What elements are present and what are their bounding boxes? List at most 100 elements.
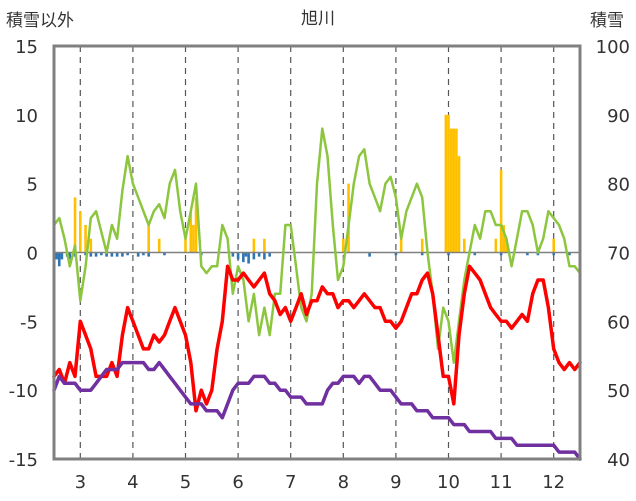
orange-bar	[184, 238, 187, 253]
orange-bar	[89, 238, 93, 253]
blue-bar	[231, 252, 235, 257]
right-axis-label: 積雪	[590, 11, 624, 31]
orange-bar	[263, 238, 266, 253]
orange-bar	[462, 238, 466, 253]
blue-bar	[105, 252, 108, 257]
series-lines	[52, 127, 582, 461]
blue-bar	[100, 252, 103, 256]
orange-bar	[420, 238, 424, 253]
x-tick-label: 4	[127, 472, 138, 493]
blue-bar	[536, 252, 540, 256]
left-tick-label: 0	[27, 244, 38, 265]
green-line	[52, 127, 582, 364]
x-tick-label: 3	[75, 472, 86, 493]
blue-bar	[84, 252, 87, 256]
blue-bar	[247, 252, 250, 264]
blue-bar	[242, 252, 245, 263]
blue-bar	[499, 252, 503, 256]
right-tick-label: 70	[607, 244, 630, 265]
blue-bar	[257, 252, 261, 257]
right-tick-label: 100	[596, 37, 630, 58]
blue-bar	[68, 252, 72, 260]
left-tick-label: 15	[15, 37, 38, 58]
orange-bar	[455, 128, 458, 253]
orange-bar	[252, 238, 256, 253]
orange-bar	[84, 224, 87, 253]
orange-bar	[192, 224, 195, 253]
blue-bar	[94, 252, 98, 257]
orange-bar	[502, 224, 506, 253]
blue-bar	[244, 252, 248, 257]
x-tick-label: 12	[542, 472, 565, 493]
orange-bar	[447, 114, 450, 253]
plot-frame	[52, 44, 582, 461]
blue-bar	[142, 252, 145, 256]
blue-bar	[394, 252, 398, 256]
blue-bar	[110, 252, 114, 257]
blue-bar	[55, 252, 58, 260]
orange-bar	[342, 238, 345, 253]
red-line	[52, 264, 582, 413]
blue-bar	[447, 252, 450, 256]
orange-bar	[189, 211, 193, 253]
orange-bar	[449, 128, 453, 253]
blue-bar	[126, 252, 129, 256]
chart-title: 旭川	[301, 9, 335, 29]
blue-bar	[121, 252, 124, 257]
left-tick-label: 5	[27, 175, 38, 196]
blue-bar	[236, 252, 240, 260]
purple-line	[52, 360, 582, 461]
blue-bar	[368, 252, 371, 257]
blue-bar	[552, 252, 555, 256]
right-tick-label: 90	[607, 106, 630, 127]
blue-bar	[147, 252, 150, 257]
orange-bar	[494, 238, 498, 253]
blue-bar	[89, 252, 93, 257]
x-tick-label: 10	[437, 472, 460, 493]
blue-bar	[163, 252, 166, 256]
left-axis-label: 積雪以外	[6, 11, 74, 31]
blue-bar	[60, 252, 64, 260]
orange-bar	[457, 156, 461, 253]
orange-bar	[505, 238, 508, 253]
orange-bar	[552, 238, 555, 253]
right-tick-label: 60	[607, 312, 630, 333]
left-tick-label: -15	[9, 450, 38, 471]
blue-bar	[263, 252, 266, 260]
orange-bar	[452, 128, 456, 253]
blue-bar	[57, 252, 61, 267]
orange-bar	[194, 197, 198, 253]
blue-bars	[55, 252, 571, 267]
left-tick-label: -5	[20, 312, 38, 333]
blue-bar	[268, 252, 271, 257]
right-tick-label: 80	[607, 175, 630, 196]
orange-bar	[399, 238, 403, 253]
orange-bar	[444, 114, 448, 253]
x-axis-ticks: 3 4 5 6 7 8 9 10 11 12	[75, 472, 566, 493]
blue-bar	[420, 252, 424, 256]
left-tick-label: 10	[15, 106, 38, 127]
x-tick-label: 9	[390, 472, 401, 493]
left-axis-ticks: 15 10 5 0 -5 -10 -15	[9, 37, 38, 471]
blue-bar	[136, 252, 140, 257]
x-tick-label: 5	[180, 472, 191, 493]
blue-bar	[526, 252, 529, 256]
blue-bar	[473, 252, 477, 256]
orange-bar	[499, 169, 503, 253]
right-tick-label: 50	[607, 381, 630, 402]
right-axis-ticks: 100 90 80 70 60 50 40	[596, 37, 630, 471]
orange-bar	[157, 238, 161, 253]
left-tick-label: -10	[9, 381, 38, 402]
blue-bar	[568, 252, 571, 256]
orange-bar	[147, 224, 150, 253]
x-tick-label: 8	[338, 472, 349, 493]
blue-bar	[115, 252, 119, 257]
orange-bar	[79, 211, 82, 253]
orange-bar	[73, 197, 77, 253]
x-tick-label: 7	[285, 472, 296, 493]
vertical-grid	[79, 46, 555, 459]
blue-bar	[252, 252, 256, 260]
x-tick-label: 6	[232, 472, 243, 493]
